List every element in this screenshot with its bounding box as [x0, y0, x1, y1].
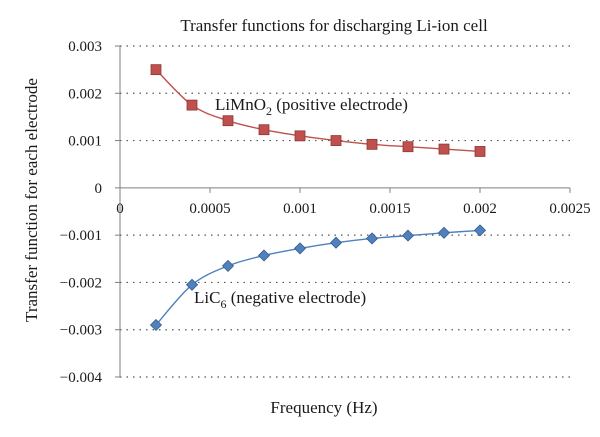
- axes: 0.003 0.002 0.001 0 −0.001 −0.002 −0.003 −0.004…: [60, 39, 591, 386]
- data-point-diamond: [185, 278, 199, 291]
- data-point-diamond: [401, 229, 415, 242]
- y-tick-label: −0.003: [60, 323, 102, 339]
- x-axis-label: Frequency (Hz): [270, 398, 377, 417]
- y-tick-label: −0.004: [60, 370, 103, 386]
- data-point-diamond: [293, 242, 307, 255]
- y-tick-label: 0.002: [68, 86, 102, 102]
- series: [149, 64, 487, 332]
- x-tick-label: 0.002: [463, 201, 497, 217]
- y-tick-label: 0.003: [68, 39, 102, 55]
- data-point-square: [366, 138, 378, 150]
- series-line-0: [155, 69, 481, 153]
- series-label-limno2: LiMnO2 (positive electrode): [215, 95, 408, 118]
- y-tick-label: −0.002: [60, 275, 102, 291]
- data-point-diamond: [221, 259, 235, 272]
- labels: Transfer functions for discharging Li-io…: [22, 16, 488, 417]
- data-point-square: [402, 141, 414, 153]
- x-tick-label: 0.001: [283, 201, 317, 217]
- x-tick-label: 0.0005: [189, 201, 230, 217]
- data-point-diamond: [329, 236, 343, 249]
- data-point-diamond: [257, 249, 271, 262]
- data-point-square: [258, 124, 270, 136]
- x-tick-label: 0.0015: [369, 201, 410, 217]
- data-point-square: [438, 143, 450, 155]
- data-point-square: [294, 130, 306, 142]
- y-axis-label: Transfer function for each electrode: [22, 78, 41, 322]
- x-tick-label: 0.0025: [549, 201, 590, 217]
- y-tick-label: 0.001: [68, 134, 102, 150]
- chart-title: Transfer functions for discharging Li-io…: [180, 16, 488, 35]
- data-point-square: [474, 146, 486, 157]
- x-tick-label: 0: [116, 201, 124, 217]
- data-point-square: [186, 99, 198, 111]
- data-point-diamond: [473, 224, 487, 237]
- series-label-lic6: LiC6 (negative electrode): [194, 288, 366, 311]
- data-point-square: [150, 64, 162, 76]
- data-point-square: [330, 135, 342, 146]
- y-tick-label: −0.001: [60, 228, 102, 244]
- data-point-diamond: [365, 232, 379, 245]
- data-point-diamond: [149, 318, 163, 332]
- data-point-square: [222, 115, 234, 127]
- data-point-diamond: [437, 226, 451, 239]
- series-line-1: [155, 229, 481, 326]
- y-tick-label: 0: [95, 181, 103, 197]
